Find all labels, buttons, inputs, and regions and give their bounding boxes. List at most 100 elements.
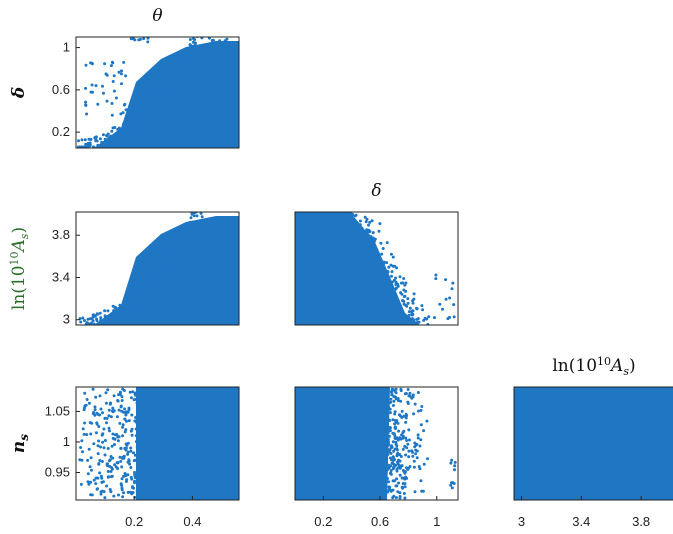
scatter-point [386, 477, 389, 481]
scatter-point [107, 459, 111, 463]
scatter-point [369, 241, 372, 245]
scatter-point [390, 274, 393, 278]
scatter-point [124, 294, 128, 298]
scatter-point [101, 480, 105, 484]
scatter-point [422, 429, 426, 433]
scatter-point [96, 143, 100, 147]
scatter-point [101, 411, 104, 415]
scatter-point [116, 439, 120, 443]
scatter-point [351, 212, 354, 216]
scatter-point [83, 138, 87, 142]
scatter-point [207, 37, 211, 40]
scatter-point [109, 455, 113, 458]
scatter-point [124, 108, 128, 112]
scatter-point [154, 91, 158, 95]
scatter-point [407, 313, 411, 317]
scatter-point [358, 223, 362, 227]
scatter-point [191, 223, 195, 227]
scatter-point [133, 118, 137, 122]
scatter-point [182, 230, 186, 234]
scatter-point [87, 137, 91, 141]
scatter-point [112, 74, 116, 78]
panel-lnAs-ns: 3 3.4 3.8 ln(1010As) [513, 355, 673, 529]
scatter-point [90, 62, 94, 66]
scatter-point [91, 387, 95, 391]
scatter-point [449, 461, 453, 465]
scatter-point [174, 79, 178, 83]
scatter-point [155, 94, 158, 98]
scatter-point [174, 71, 178, 75]
scatter-point [406, 400, 410, 404]
scatter-point [140, 290, 144, 294]
scatter-point [131, 122, 135, 126]
scatter-point [446, 317, 450, 321]
scatter-point [132, 451, 135, 455]
scatter-point [453, 468, 456, 472]
scatter-point [96, 476, 100, 480]
scatter-point [135, 420, 138, 424]
scatter-point [108, 429, 111, 433]
scatter-point [124, 307, 128, 311]
scatter-point [404, 412, 408, 416]
scatter-point [102, 446, 106, 450]
scatter-point [107, 408, 111, 412]
scatter-point [104, 391, 108, 395]
scatter-point [417, 320, 421, 324]
scatter-point [200, 201, 203, 204]
scatter-point [400, 485, 404, 489]
scatter-point [128, 462, 132, 466]
scatter-point [120, 69, 123, 73]
scatter-point [126, 132, 130, 136]
scatter-point [420, 405, 424, 408]
scatter-point [402, 295, 406, 298]
scatter-point [413, 402, 417, 406]
scatter-point [184, 228, 188, 232]
scatter-point [367, 223, 370, 227]
scatter-point [98, 471, 102, 475]
scatter-point [123, 430, 127, 434]
y-tick-label: 0.95 [45, 465, 70, 480]
scatter-point [131, 486, 135, 490]
scatter-point [416, 436, 420, 440]
scatter-point [394, 287, 398, 291]
scatter-point [403, 444, 407, 448]
scatter-point [101, 84, 104, 88]
scatter-point [96, 444, 100, 448]
scatter-point [119, 447, 123, 450]
scatter-point [188, 43, 192, 47]
scatter-point [391, 255, 395, 259]
scatter-point [135, 489, 139, 493]
scatter-point [110, 113, 114, 117]
scatter-point [189, 60, 192, 64]
scatter-point [412, 465, 416, 469]
scatter-point [103, 453, 107, 457]
scatter-point [390, 444, 393, 448]
scatter-point [100, 322, 104, 325]
scatter-point [395, 419, 399, 423]
scatter-point [129, 37, 133, 41]
scatter-point [195, 34, 198, 37]
scatter-point [388, 488, 392, 492]
scatter-point [90, 468, 93, 472]
scatter-point [80, 439, 84, 443]
scatter-point [360, 226, 364, 230]
scatter-point [146, 289, 150, 293]
scatter-point [131, 491, 135, 494]
scatter-point [386, 490, 390, 494]
scatter-point [141, 105, 145, 108]
dense-point-region [514, 387, 673, 500]
scatter-point [404, 436, 408, 440]
scatter-point [156, 262, 160, 266]
scatter-point [115, 415, 119, 419]
scatter-points [295, 212, 456, 325]
scatter-point [419, 438, 423, 442]
scatter-point [89, 493, 93, 497]
scatter-point [419, 408, 423, 412]
scatter-point [391, 440, 395, 444]
scatter-point [156, 88, 160, 92]
scatter-point [95, 139, 99, 143]
scatter-point [395, 467, 399, 471]
scatter-point [164, 72, 168, 76]
scatter-point [105, 317, 109, 321]
scatter-point [101, 440, 105, 444]
